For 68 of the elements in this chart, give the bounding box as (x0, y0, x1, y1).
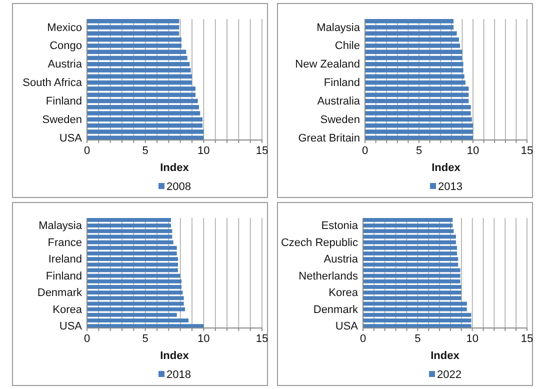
legend-label: 2013 (438, 181, 462, 193)
x-axis-title: Index (430, 350, 460, 362)
y-tick-label: Malaysia (38, 220, 83, 232)
y-tick-label: Czech Republic (280, 236, 358, 249)
x-tick-label: 0 (360, 332, 366, 345)
y-tick-label: Sweden (320, 114, 360, 126)
x-tick-label: 0 (362, 144, 368, 157)
y-tick-label: Malaysia (316, 22, 361, 34)
bar (87, 56, 188, 60)
bar (365, 56, 462, 60)
x-tick-label: 15 (520, 144, 534, 157)
x-tick-label: 5 (142, 332, 148, 345)
y-tick-label: Mexico (47, 22, 82, 34)
x-axis-title: Index (160, 350, 190, 362)
bar (365, 74, 464, 79)
legend-label: 2018 (166, 369, 191, 381)
legend-label: 2008 (166, 181, 191, 193)
x-tick-label: 10 (198, 332, 210, 345)
y-tick-label: Austria (48, 58, 83, 71)
x-tick-label: 5 (142, 144, 148, 157)
y-tick-label: South Africa (22, 77, 83, 90)
y-tick-label: USA (335, 320, 359, 333)
bar (87, 123, 202, 128)
y-tick-label: Korea (52, 304, 83, 316)
x-tick-label: 10 (466, 144, 480, 157)
bar (365, 98, 469, 104)
y-tick-label: Austria (324, 254, 359, 266)
y-tick-label: France (48, 236, 82, 249)
x-tick-label: 0 (84, 332, 90, 345)
y-tick-label: USA (59, 320, 83, 333)
y-tick-label: Australia (317, 96, 361, 108)
bar (87, 31, 180, 36)
bar (87, 80, 192, 85)
x-tick-label: 5 (414, 332, 421, 345)
y-tick-label: Korea (328, 287, 359, 300)
y-tick-label: Denmark (313, 304, 358, 316)
bar (365, 37, 459, 42)
bar (365, 80, 466, 85)
x-tick-label: 0 (84, 144, 90, 157)
bar (87, 74, 192, 79)
y-tick-label: Netherlands (298, 270, 358, 282)
y-tick-label: Sweden (42, 114, 82, 126)
x-tick-label: 10 (198, 144, 210, 157)
y-tick-label: USA (59, 132, 83, 144)
x-tick-label: 15 (520, 332, 534, 345)
y-tick-label: Ireland (48, 254, 82, 266)
y-tick-label: Great Britain (298, 132, 360, 144)
bar (87, 98, 198, 104)
x-axis-title: Index (432, 162, 462, 174)
bar (365, 31, 457, 36)
y-tick-label: Finland (46, 96, 82, 108)
y-tick-label: Congo (50, 40, 82, 52)
x-axis-title: Index (160, 162, 190, 174)
bar (365, 117, 472, 122)
y-tick-label: Denmark (37, 287, 82, 300)
x-tick-label: 10 (466, 332, 478, 345)
bar (365, 123, 473, 128)
x-tick-label: 15 (256, 144, 268, 157)
x-tick-label: 15 (256, 332, 268, 345)
legend-label: 2022 (437, 369, 462, 381)
bar (87, 117, 202, 122)
y-tick-label: Finland (324, 77, 360, 90)
bar (87, 37, 182, 42)
y-tick-label: New Zealand (295, 58, 360, 71)
y-tick-label: Chile (334, 40, 360, 52)
x-tick-label: 5 (416, 144, 422, 157)
y-tick-label: Estonia (321, 220, 359, 232)
y-tick-label: Finland (46, 270, 82, 282)
